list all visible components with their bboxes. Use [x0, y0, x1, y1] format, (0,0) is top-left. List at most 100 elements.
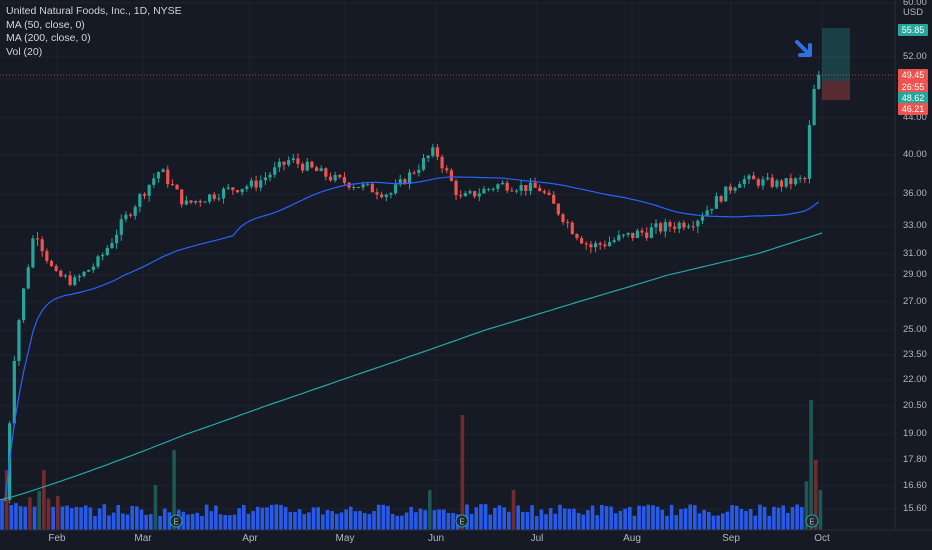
- candle-body: [673, 226, 677, 229]
- candle-body: [533, 182, 537, 188]
- candle-body: [268, 174, 272, 178]
- earnings-marker: [169, 514, 183, 528]
- candle-body: [263, 177, 267, 181]
- volume-bar: [97, 508, 102, 530]
- candle-body: [240, 188, 244, 193]
- volume-bar: [381, 504, 386, 530]
- candle-body: [347, 182, 351, 188]
- volume-bar: [679, 509, 683, 530]
- volume-bar: [632, 515, 637, 530]
- time-tick-label: Feb: [48, 533, 66, 544]
- candle-body: [445, 168, 449, 171]
- volume-bar: [311, 507, 316, 530]
- candle-body: [235, 190, 240, 193]
- volume-bar: [744, 510, 748, 530]
- volume-bar: [14, 503, 18, 530]
- volume-bar: [195, 512, 200, 530]
- volume-bar: [162, 508, 167, 530]
- volume-bar: [279, 504, 283, 530]
- candle-body: [431, 147, 435, 156]
- volume-bar: [390, 513, 395, 530]
- volume-bar: [530, 505, 534, 530]
- candle-body: [738, 184, 742, 188]
- volume-bar: [428, 490, 432, 530]
- annotation-arrow-icon: [795, 40, 812, 57]
- volume-bar: [725, 511, 730, 530]
- volume-bar: [637, 505, 641, 530]
- candle-body: [254, 180, 258, 188]
- volume-bar: [116, 504, 121, 530]
- candle-body: [570, 222, 574, 235]
- moving-averages: [0, 176, 823, 501]
- volume-bar: [479, 504, 483, 530]
- volume-bar: [800, 507, 804, 530]
- candle-body: [575, 234, 579, 239]
- volume-bar: [283, 506, 288, 530]
- candle-body: [812, 88, 816, 126]
- candle-body: [663, 222, 667, 232]
- candle-body: [552, 194, 556, 204]
- volume-bar: [730, 505, 734, 530]
- volume-bar: [307, 512, 311, 530]
- candle-body: [440, 156, 444, 169]
- volume-bar: [572, 508, 576, 530]
- price-tick-label: 52.00: [903, 51, 927, 62]
- volume-bar: [260, 507, 265, 530]
- volume-bar: [669, 504, 674, 530]
- volume-bar: [214, 505, 218, 530]
- volume-bar: [358, 510, 362, 530]
- volume-bar: [516, 505, 520, 530]
- candle-body: [152, 178, 156, 185]
- price-tick-label: 22.00: [903, 374, 927, 385]
- volume-legend[interactable]: Vol (20): [6, 45, 43, 58]
- candle-body: [617, 235, 621, 241]
- candle-body: [705, 210, 709, 217]
- volume-bar: [511, 490, 516, 530]
- volume-bar: [483, 504, 488, 530]
- volume-bar: [567, 508, 572, 530]
- candle-body: [542, 191, 546, 193]
- candle-body: [156, 172, 161, 179]
- volume-bar: [437, 509, 441, 530]
- candle-body: [505, 182, 509, 191]
- volume-bar: [149, 514, 153, 530]
- candle-body: [803, 178, 807, 180]
- volume-bar: [246, 513, 251, 530]
- volume-bar: [460, 415, 465, 530]
- volume-bar: [627, 506, 632, 530]
- candle-body: [203, 201, 207, 203]
- volume-bar: [242, 504, 246, 530]
- volume-bar: [121, 513, 125, 530]
- countdown-tag: 26:55: [898, 81, 928, 93]
- volume-bar: [251, 511, 255, 530]
- volume-bar: [288, 511, 293, 530]
- candle-body: [221, 188, 226, 199]
- volume-bar: [544, 514, 548, 530]
- candle-body: [668, 222, 672, 227]
- ma50-legend[interactable]: MA (50, close, 0): [6, 18, 85, 31]
- candle-body: [770, 177, 774, 187]
- ma200-legend[interactable]: MA (200, close, 0): [6, 32, 91, 44]
- volume-bar: [451, 512, 455, 530]
- candle-body: [807, 125, 812, 179]
- volume-bar: [697, 513, 702, 530]
- volume-bar: [646, 504, 651, 530]
- volume-bar: [586, 510, 590, 530]
- ma50-line: [4, 176, 820, 500]
- candle-body: [491, 188, 495, 190]
- volume-bar: [135, 506, 139, 530]
- ma200-line: [0, 232, 823, 501]
- candle-body: [208, 194, 212, 202]
- volume-bar: [186, 514, 190, 530]
- volume-bar: [534, 515, 539, 530]
- earnings-marker-label: E: [173, 518, 178, 527]
- candle-body: [198, 201, 202, 203]
- candle-body: [686, 226, 691, 228]
- volume-bar: [609, 506, 613, 530]
- volume-bar: [339, 512, 344, 530]
- symbol-title[interactable]: United Natural Foods, Inc., 1D, NYSE: [6, 5, 182, 17]
- volume-bar: [409, 506, 413, 530]
- candle-body: [291, 158, 295, 161]
- candle-body: [212, 194, 216, 199]
